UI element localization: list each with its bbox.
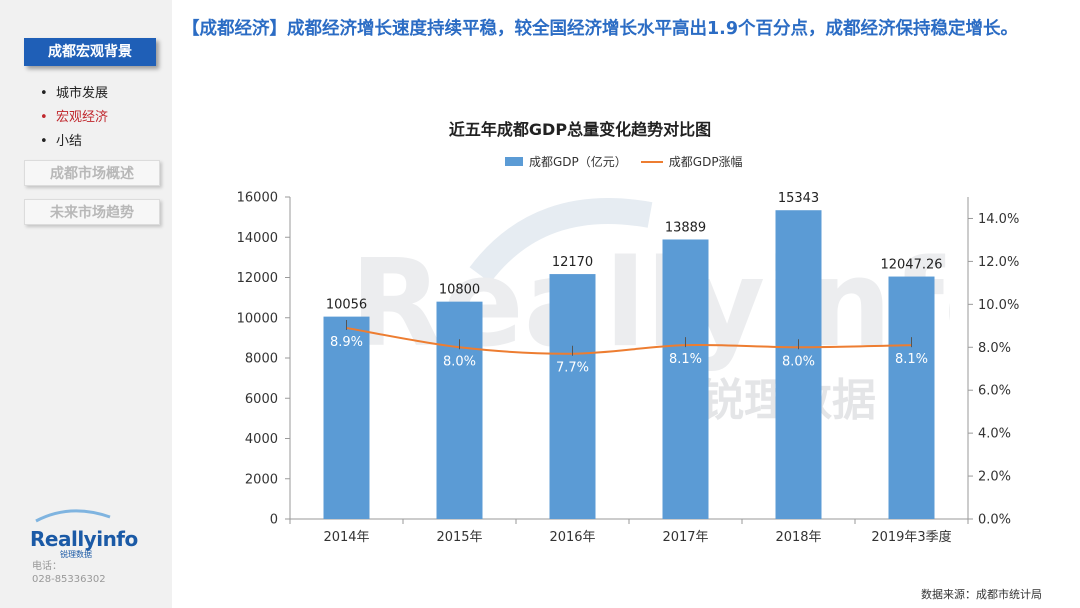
left-tick-label: 4000 — [245, 432, 278, 447]
left-tick-label: 2000 — [245, 472, 278, 487]
left-tick-label: 16000 — [237, 191, 278, 206]
data-source-note: 数据来源：成都市统计局 — [921, 588, 1042, 601]
right-tick-label: 4.0% — [978, 427, 1011, 442]
growth-data-label: 8.9% — [330, 335, 363, 350]
growth-data-label: 8.0% — [443, 354, 476, 369]
sidebar-item-label: 小结 — [56, 134, 83, 149]
sidebar-section-macro-background[interactable]: 成都宏观背景 — [24, 38, 156, 66]
right-tick-label: 0.0% — [978, 513, 1011, 528]
gdp-bar-label: 10800 — [439, 283, 480, 298]
legend-gdp-label: 成都GDP（亿元） — [529, 155, 627, 169]
x-tick-label: 2018年 — [775, 530, 821, 545]
sidebar-subnav: • 城市发展 • 宏观经济 • 小结 — [40, 82, 108, 154]
page-headline: 【成都经济】成都经济增长速度持续平稳，较全国经济增长水平高出1.9个百分点，成都… — [182, 19, 1018, 39]
gdp-bar — [549, 274, 596, 519]
contact-label: 电话： — [32, 561, 62, 572]
sidebar-item-macro-economy[interactable]: • 宏观经济 — [40, 106, 108, 130]
logo-subtext: 锐理数据 — [60, 550, 92, 559]
contact-info: 电话： 028-85336302 — [32, 560, 106, 586]
sidebar-item-label: 城市发展 — [56, 86, 109, 101]
left-tick-label: 12000 — [237, 271, 278, 286]
sidebar-item-summary[interactable]: • 小结 — [40, 130, 108, 154]
left-tick-label: 0 — [270, 513, 278, 528]
sidebar-item-city-development[interactable]: • 城市发展 — [40, 82, 108, 106]
gdp-bar — [775, 210, 822, 520]
sidebar-section-market-overview[interactable]: 成都市场概述 — [24, 160, 160, 186]
gdp-bar — [662, 239, 709, 519]
right-tick-label: 8.0% — [978, 341, 1011, 356]
left-tick-label: 6000 — [245, 392, 278, 407]
contact-phone: 028-85336302 — [32, 574, 106, 585]
bullet-icon: • — [40, 110, 48, 125]
x-tick-label: 2015年 — [436, 530, 482, 545]
sidebar: 成都宏观背景 • 城市发展 • 宏观经济 • 小结 成都市场概述 未来市场趋势 Rea… — [0, 0, 172, 608]
x-tick-label: 2017年 — [662, 530, 708, 545]
gdp-bar — [436, 301, 483, 519]
sidebar-item-label: 宏观经济 — [56, 110, 109, 125]
chart-legend: 成都GDP（亿元） 成都GDP涨幅 — [505, 153, 743, 170]
chart-title: 近五年成都GDP总量变化趋势对比图 — [448, 120, 712, 139]
gdp-bar — [888, 276, 935, 519]
gdp-bar — [323, 316, 370, 519]
growth-data-label: 8.1% — [669, 352, 702, 367]
bullet-icon: • — [40, 134, 48, 149]
legend-bar-swatch — [505, 157, 523, 166]
x-tick-label: 2016年 — [549, 530, 595, 545]
right-tick-label: 10.0% — [978, 298, 1019, 313]
x-tick-label: 2014年 — [323, 530, 369, 545]
gdp-bar-label: 12047.26 — [880, 258, 942, 273]
x-tick-label: 2019年3季度 — [871, 529, 951, 545]
gdp-bar-label: 10056 — [326, 298, 367, 313]
growth-data-label: 7.7% — [556, 361, 589, 376]
gdp-bar-label: 13889 — [665, 220, 706, 235]
legend-growth-label: 成都GDP涨幅 — [668, 155, 743, 169]
growth-data-label: 8.1% — [895, 352, 928, 367]
left-tick-label: 8000 — [245, 352, 278, 367]
bullet-icon: • — [40, 86, 48, 101]
gdp-bar-label: 15343 — [778, 191, 819, 206]
right-tick-label: 14.0% — [978, 212, 1019, 227]
left-tick-label: 14000 — [237, 231, 278, 246]
legend-line-swatch — [640, 160, 663, 163]
right-tick-label: 12.0% — [978, 255, 1019, 270]
sidebar-section-future-trends[interactable]: 未来市场趋势 — [24, 199, 160, 225]
right-tick-label: 6.0% — [978, 384, 1011, 399]
logo-wordmark: Reallyinfo — [30, 527, 138, 551]
growth-line — [346, 326, 912, 355]
gdp-bar-label: 12170 — [552, 255, 593, 270]
logo-swoosh-icon — [35, 509, 111, 523]
right-tick-label: 2.0% — [978, 470, 1011, 485]
company-logo: Reallyinfo 锐理数据 — [30, 508, 150, 560]
left-tick-label: 10000 — [237, 311, 278, 326]
growth-data-label: 8.0% — [782, 354, 815, 369]
